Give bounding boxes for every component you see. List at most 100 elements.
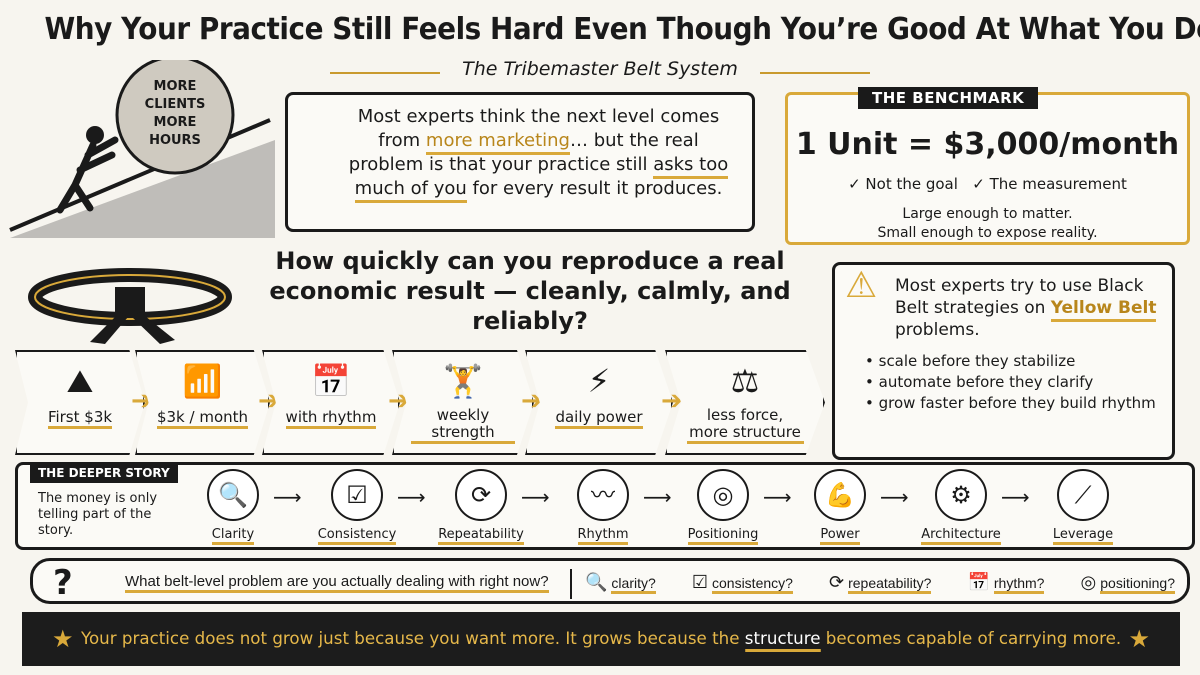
- divider: [330, 72, 440, 74]
- insight-text: for every result it produces.: [466, 178, 723, 199]
- arrow-right-icon: ⟶: [273, 485, 302, 509]
- balance-scale-icon: ⚖: [730, 362, 760, 400]
- stage-architecture: ⚙ Architecture: [906, 469, 1016, 545]
- boulder-illustration: MORE CLIENTS MORE HOURS: [0, 55, 280, 240]
- page-title-row: Why Your Practice Still Feels Hard Even …: [0, 12, 1200, 47]
- warning-highlight: Yellow Belt: [1050, 298, 1157, 322]
- benchmark-box: THE BENCHMARK 1 Unit = $3,000/month ✓ No…: [785, 87, 1190, 245]
- step-6: ⚖ less force, more structure: [665, 350, 825, 455]
- magnifier-icon: 🔍: [207, 469, 259, 521]
- problem-option: ◎ positioning?: [1080, 572, 1175, 594]
- benchmark-description: Large enough to matter. Small enough to e…: [788, 205, 1187, 243]
- insight-highlight: more marketing: [425, 130, 570, 155]
- stage-leverage: ⟋ Leverage: [1028, 469, 1138, 545]
- calendar-check-icon: 📅: [311, 362, 351, 400]
- star-icon: ★: [1128, 625, 1150, 653]
- mountain-flag-icon: ⛰: [66, 362, 94, 400]
- step-3: 📅 with rhythm: [262, 350, 400, 455]
- insight-highlight: asks too much of you: [354, 154, 729, 203]
- check-item: ✓ Not the goal: [848, 175, 958, 193]
- target-icon: ◎: [1080, 572, 1097, 592]
- arrow-right-icon: ⟶: [397, 485, 426, 509]
- stage-label: Power: [820, 527, 860, 545]
- banner-line: Your practice does not grow just because…: [81, 612, 1121, 666]
- blueprint-gear-icon: ⚙: [935, 469, 987, 521]
- step-2: 📶 $3k / month: [135, 350, 270, 455]
- stage-label: Rhythm: [577, 527, 629, 545]
- warning-icon: ⚠: [845, 265, 878, 306]
- dumbbell-icon: 🏋: [443, 362, 483, 400]
- banner-text: becomes capable of carrying more.: [820, 629, 1122, 649]
- step-1: ⛰ First $3k: [15, 350, 145, 455]
- magnifier-icon: 🔍: [585, 572, 608, 592]
- stage-repeatability: ⟳ Repeatability: [426, 469, 536, 545]
- step-label: First $3k: [47, 409, 113, 429]
- warning-line: Most experts try to use Black Belt strat…: [895, 276, 1144, 318]
- bullet: automate before they clarify: [865, 372, 1164, 393]
- problem-option: 📅 rhythm?: [967, 572, 1045, 594]
- stage-power: 💪 Power: [785, 469, 895, 545]
- check-item: ✓ The measurement: [972, 175, 1127, 193]
- option-label: consistency?: [712, 575, 793, 594]
- calendar-icon: 📅: [967, 572, 990, 592]
- refresh-icon: ⟳: [455, 469, 507, 521]
- benchmark-unit: 1 Unit = $3,000/month: [795, 127, 1180, 162]
- warning-bullets: scale before they stabilize automate bef…: [865, 351, 1164, 414]
- star-icon: ★: [52, 625, 74, 653]
- stage-label: Architecture: [921, 527, 1001, 545]
- desc-line: Large enough to matter.: [902, 206, 1073, 222]
- divider: [570, 569, 572, 599]
- banner-highlight: structure: [744, 629, 821, 652]
- stage-label: Leverage: [1052, 527, 1114, 545]
- belt-icon: [20, 262, 240, 351]
- stage-label: Consistency: [317, 527, 397, 545]
- boulder-label: MORE CLIENTS MORE HOURS: [144, 79, 206, 148]
- key-question: How quickly can you reproduce a real eco…: [269, 247, 791, 335]
- step-5: ⚡ daily power: [525, 350, 673, 455]
- step-label: less force, more structure: [686, 407, 804, 444]
- checkbox-icon: ☑: [691, 572, 708, 592]
- benchmark-tag: THE BENCHMARK: [858, 87, 1039, 109]
- flexed-arm-icon: 💪: [814, 469, 866, 521]
- divider: [760, 72, 870, 74]
- stage-rhythm: 〰 Rhythm: [548, 469, 658, 545]
- banner-text: Your practice does not grow just because…: [80, 629, 745, 649]
- warning-line: problems.: [895, 320, 980, 340]
- option-label: positioning?: [1100, 575, 1175, 594]
- step-4: 🏋 weekly strength: [392, 350, 534, 455]
- arrow-right-icon: ➔: [661, 386, 683, 416]
- subtitle: The Tribemaster Belt System: [462, 58, 738, 80]
- question-bar: ? What belt-level problem are you actual…: [30, 558, 1190, 604]
- benchmark-checks: ✓ Not the goal ✓ The measurement: [788, 175, 1187, 193]
- arrow-right-icon: ⟶: [763, 485, 792, 509]
- stage-label: Positioning: [687, 527, 759, 545]
- arrow-right-icon: ⟶: [521, 485, 550, 509]
- uphill-boulder-icon: [9, 55, 275, 238]
- bar-chart-growth-icon: 📶: [182, 362, 223, 400]
- arrow-right-icon: ⟶: [880, 485, 909, 509]
- option-label: repeatability?: [848, 575, 932, 594]
- step-label: $3k / month: [156, 409, 249, 429]
- deeper-text: The money is only telling part of the st…: [38, 491, 158, 538]
- question-mark-icon: ?: [53, 563, 73, 603]
- lever-icon: ⟋: [1057, 469, 1109, 521]
- bullet: scale before they stabilize: [865, 351, 1164, 372]
- heartbeat-icon: 〰: [577, 469, 629, 521]
- bottom-banner: ★ Your practice does not grow just becau…: [22, 612, 1180, 666]
- arrow-right-icon: ⟶: [1001, 485, 1030, 509]
- problem-option: ☑ consistency?: [691, 572, 793, 594]
- step-label: with rhythm: [285, 409, 377, 429]
- page-title: Why Your Practice Still Feels Hard Even …: [44, 12, 1200, 47]
- insight-text: … but the real problem is that your prac…: [348, 130, 699, 175]
- option-label: rhythm?: [993, 575, 1045, 594]
- warning-box: ⚠ Most experts try to use Black Belt str…: [832, 262, 1175, 460]
- arrow-right-icon: ⟶: [643, 485, 672, 509]
- problem-option: 🔍 clarity?: [585, 572, 656, 594]
- stage-consistency: ☑ Consistency: [302, 469, 412, 545]
- desc-line: Small enough to expose reality.: [877, 225, 1098, 241]
- lightning-bolt-icon: ⚡: [587, 362, 611, 400]
- belt-question: What belt-level problem are you actually…: [125, 573, 549, 593]
- benchmark-unit-row: 1 Unit = $3,000/month: [788, 127, 1187, 162]
- warning-text: Most experts try to use Black Belt strat…: [895, 275, 1164, 341]
- insight-text: Most experts think the next level comes …: [357, 106, 720, 151]
